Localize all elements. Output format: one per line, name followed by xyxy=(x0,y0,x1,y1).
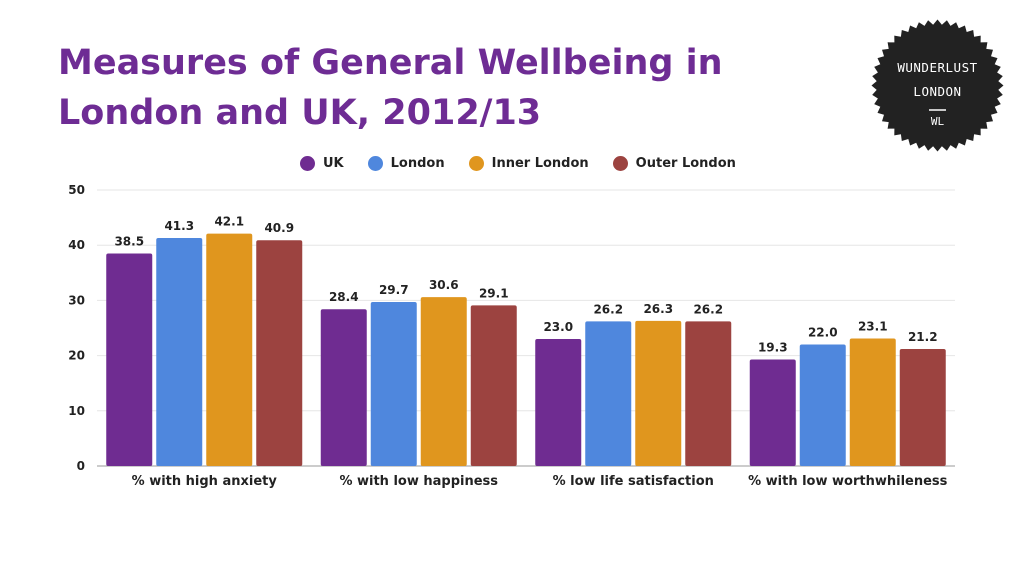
bar-uk xyxy=(106,253,153,466)
legend-swatch-london xyxy=(367,155,383,171)
bar-outer-london xyxy=(685,321,732,466)
value-label: 42.1 xyxy=(214,215,244,229)
legend-swatch-uk xyxy=(300,155,315,171)
bar-uk xyxy=(535,339,582,466)
bar-uk xyxy=(320,309,367,466)
legend-item-uk: UK xyxy=(300,155,344,171)
y-tick-label: 0 xyxy=(77,459,85,473)
page-title: Measures of General Wellbeing in London … xyxy=(58,43,723,133)
bar-outer-london xyxy=(470,305,517,466)
value-label: 22.0 xyxy=(808,326,838,340)
value-label: 40.9 xyxy=(264,221,294,235)
bar-london xyxy=(370,302,417,466)
value-label: 28.4 xyxy=(329,290,359,304)
chart-legend: UK London Inner London Outer London xyxy=(300,153,736,173)
x-tick-label: % with low happiness xyxy=(339,474,498,489)
bar-inner-london xyxy=(849,338,896,466)
legend-item-inner-london: Inner London xyxy=(468,155,589,171)
value-label: 26.3 xyxy=(643,302,673,316)
legend-swatch-outer-london xyxy=(612,155,628,171)
legend-item-london: London xyxy=(367,155,445,171)
value-label: 26.2 xyxy=(693,302,723,316)
bar-inner-london xyxy=(206,233,253,466)
logo-mark: WL xyxy=(931,115,945,128)
bar-london xyxy=(156,238,203,466)
value-label: 21.2 xyxy=(908,330,938,344)
value-label: 41.3 xyxy=(164,219,194,233)
value-label: 26.2 xyxy=(593,302,623,316)
bar-inner-london xyxy=(635,320,682,466)
legend-swatch-inner-london xyxy=(468,155,484,171)
wunderlust-london-logo: WUNDERLUST LONDON WL xyxy=(871,19,1004,152)
bar-uk xyxy=(749,359,796,466)
y-tick-label: 10 xyxy=(68,404,85,418)
logo-line1: WUNDERLUST xyxy=(897,60,977,75)
logo-line2: LONDON xyxy=(913,84,961,99)
x-tick-label: % with low worthwhileness xyxy=(748,474,948,489)
bar-outer-london xyxy=(899,348,946,466)
legend-label-outer-london: Outer London xyxy=(635,155,736,171)
legend-item-outer-london: Outer London xyxy=(612,155,736,171)
x-tick-label: % with high anxiety xyxy=(132,474,278,489)
y-tick-label: 50 xyxy=(68,183,85,197)
bar-london xyxy=(799,344,846,466)
legend-label-inner-london: Inner London xyxy=(491,155,589,171)
bar-outer-london xyxy=(256,240,303,466)
legend-label-uk: UK xyxy=(323,155,344,171)
badge-shape xyxy=(871,19,1004,152)
y-tick-label: 20 xyxy=(68,349,85,363)
value-label: 23.1 xyxy=(858,319,888,333)
y-tick-label: 30 xyxy=(68,293,85,307)
value-label: 23.0 xyxy=(543,320,573,334)
bar-london xyxy=(585,321,632,466)
value-label: 19.3 xyxy=(758,340,788,354)
legend-label-london: London xyxy=(390,155,445,171)
value-label: 29.1 xyxy=(479,286,509,300)
bar-inner-london xyxy=(420,297,467,466)
y-tick-label: 40 xyxy=(68,238,85,252)
value-label: 30.6 xyxy=(429,278,459,292)
value-label: 29.7 xyxy=(379,283,409,297)
value-label: 38.5 xyxy=(114,234,144,248)
x-tick-label: % low life satisfaction xyxy=(553,474,714,489)
